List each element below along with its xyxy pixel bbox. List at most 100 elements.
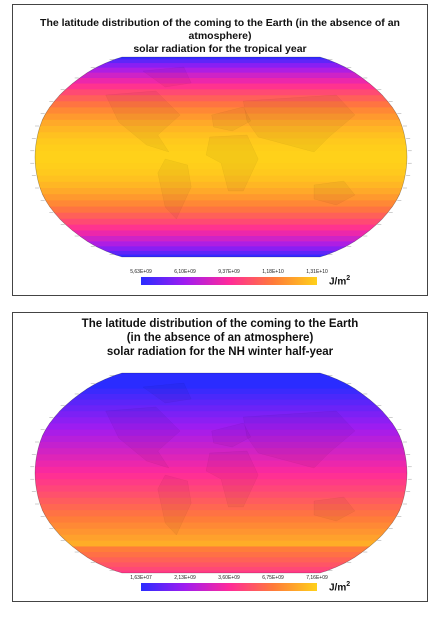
latitude-band: [35, 528, 407, 536]
map-outline: [34, 372, 408, 574]
latitude-band: [35, 448, 407, 455]
latitude-band: [35, 373, 407, 376]
continent-shape: [142, 382, 192, 404]
colorbar-ticks: 5,63E+09 6,10E+09 9,37E+09 1,18E+10 1,31…: [130, 269, 333, 279]
latitude-band: [35, 188, 407, 195]
latitude-band: [35, 504, 407, 511]
map-outline: [34, 56, 408, 258]
latitude-band: [35, 479, 407, 486]
latitude-band: [35, 522, 407, 530]
latitude-band: [35, 497, 407, 505]
latitude-band: [35, 254, 407, 257]
continent-shape: [105, 90, 181, 153]
continent-shape: [205, 450, 259, 508]
latitude-band: [35, 206, 407, 214]
latitude-band: [35, 163, 407, 170]
colorbar: [141, 277, 317, 285]
latitude-band: [35, 399, 407, 406]
map-title: The latitude distribution of the coming …: [13, 17, 427, 56]
latitude-band: [35, 466, 407, 474]
map-title-line: The latitude distribution of the coming …: [81, 318, 359, 330]
colorbar-tick: 7,16E+09: [306, 575, 328, 581]
continent-shape: [205, 134, 259, 192]
unit-exponent: 2: [346, 275, 351, 282]
latitude-band: [35, 89, 407, 96]
latitude-band: [35, 379, 407, 385]
latitude-band: [35, 510, 407, 517]
latitude-band: [35, 393, 407, 401]
continent-shape: [157, 158, 192, 220]
latitude-band: [35, 411, 407, 418]
continent-shape: [313, 496, 356, 522]
latitude-band: [35, 552, 407, 558]
latitude-band: [35, 570, 407, 573]
colorbar-unit: J/m2: [329, 275, 350, 287]
latitude-band: [35, 460, 407, 468]
latitude-band: [35, 557, 407, 563]
latitude-band: [35, 119, 407, 127]
latitude-band: [35, 435, 407, 443]
colorbar-ticks: 1,63E+07 2,13E+09 3,60E+09 6,75E+09 7,16…: [130, 575, 333, 585]
latitude-band: [35, 383, 407, 390]
continent-shape: [243, 410, 356, 469]
latitude-band: [35, 224, 407, 232]
latitude-band: [35, 516, 407, 524]
continent-shape: [211, 106, 252, 132]
latitude-band: [35, 473, 407, 480]
latitude-band: [35, 77, 407, 85]
continent-shape: [211, 422, 252, 448]
latitude-band: [35, 250, 407, 256]
latitude-band: [35, 175, 407, 183]
latitude-band: [35, 417, 407, 425]
map-title-line: solar radiation for the NH winter half-y…: [106, 346, 334, 358]
latitude-band: [35, 566, 407, 572]
colorbar-tick: 1,63E+07: [130, 575, 152, 581]
latitude-band: [35, 169, 407, 177]
latitude-band: [35, 241, 407, 247]
latitude-band: [35, 126, 407, 133]
continent-shape: [157, 474, 192, 536]
latitude-band: [35, 83, 407, 90]
latitude-band: [35, 546, 407, 553]
latitude-band: [35, 107, 407, 115]
latitude-band: [35, 540, 407, 548]
colorbar-tick: 9,37E+09: [218, 269, 240, 275]
colorbar-tick: 3,60E+09: [218, 575, 240, 581]
latitude-band: [35, 442, 407, 449]
latitude-band: [35, 236, 407, 242]
latitude-band: [35, 67, 407, 74]
latitude-band: [35, 491, 407, 499]
latitude-band: [35, 485, 407, 493]
map-title-line: The latitude distribution of the coming …: [40, 17, 400, 42]
unit-base: J/m: [329, 276, 347, 288]
latitude-band: [35, 59, 407, 64]
latitude-band: [35, 375, 407, 380]
map-panel-tropical-year: The latitude distribution of the coming …: [12, 4, 428, 296]
latitude-band: [35, 144, 407, 152]
latitude-bands: [35, 57, 407, 257]
latitude-band: [35, 200, 407, 208]
map-title-line: (in the absence of an atmosphere): [126, 332, 314, 344]
latitude-band: [35, 218, 407, 226]
latitude-band: [35, 230, 407, 237]
latitude-band: [35, 181, 407, 189]
world-map-heatmap: [30, 372, 412, 574]
latitude-band: [35, 72, 407, 79]
map-title-line: solar radiation for the tropical year: [133, 43, 307, 55]
colorbar-tick: 6,10E+09: [174, 269, 196, 275]
colorbar-tick: 2,13E+09: [174, 575, 196, 581]
latitude-band: [35, 138, 407, 146]
latitude-band: [35, 534, 407, 542]
latitude-bands: [35, 373, 407, 573]
latitude-band: [35, 454, 407, 462]
map-panel-nh-winter: The latitude distribution of the coming …: [12, 312, 428, 602]
world-map-heatmap: [30, 56, 412, 258]
latitude-band: [35, 95, 407, 102]
latitude-band: [35, 157, 407, 164]
latitude-band: [35, 150, 407, 158]
latitude-band: [35, 246, 407, 252]
continent-shape: [142, 66, 192, 88]
continent-shape: [105, 406, 181, 469]
colorbar: [141, 583, 317, 591]
latitude-band: [35, 57, 407, 60]
